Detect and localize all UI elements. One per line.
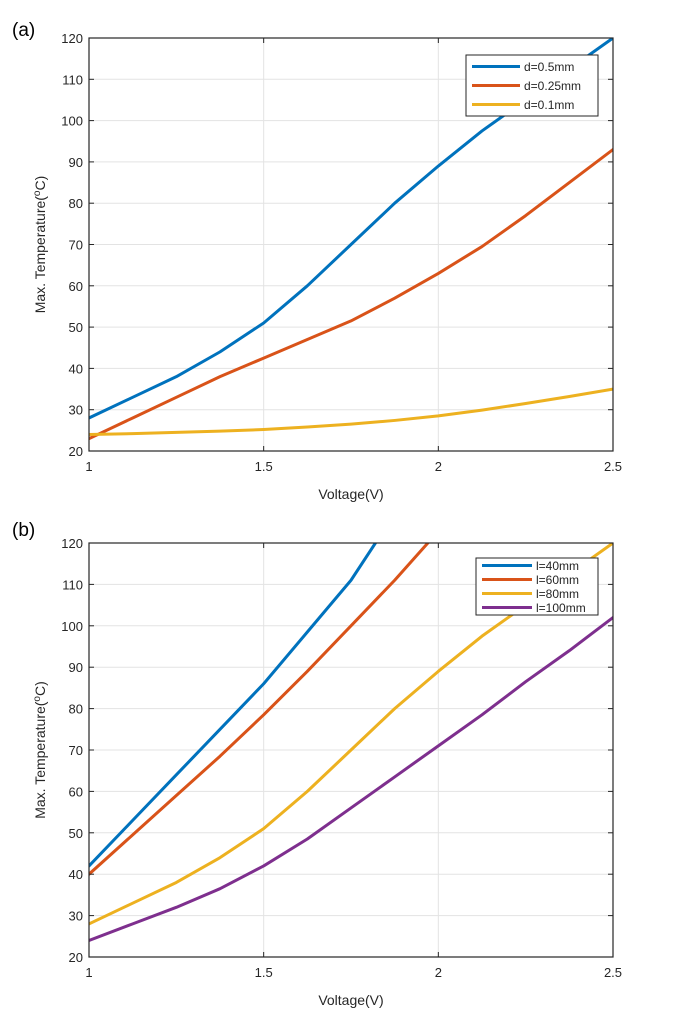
x-tick-label: 1.5 (255, 965, 273, 980)
y-tick-label: 110 (62, 577, 83, 592)
y-tick-label: 20 (69, 950, 83, 965)
y-tick-label: 50 (69, 320, 83, 335)
chart-panel-b: (b) 20 30 40 50 60 70 80 90 100 110 120 1 1.5 2 2.5 Volt… (12, 520, 622, 1008)
y-axis-label-prefix: Max. Temperature( (32, 196, 48, 314)
x-tick-label: 2 (435, 459, 442, 474)
y-tick-label: 70 (69, 743, 83, 758)
legend-entry: d=0.1mm (524, 98, 574, 112)
x-tick-label: 1.5 (255, 459, 273, 474)
legend-entry: l=60mm (536, 573, 579, 587)
y-axis-label-superscript: o (32, 190, 43, 196)
legend-box (475, 557, 599, 616)
y-tick-label: 110 (62, 72, 83, 87)
y-tick-label: 70 (69, 238, 83, 253)
series-line-d-0-25mm (89, 148, 613, 441)
series-line-l-60mm (89, 543, 430, 876)
y-tick-label: 50 (69, 826, 83, 841)
x-tick-label: 1 (85, 459, 92, 474)
y-tick-label: 40 (69, 361, 83, 376)
series-line-l-40mm (89, 543, 377, 868)
x-tick-label: 2.5 (604, 965, 622, 980)
legend-entry: d=0.25mm (524, 79, 581, 93)
y-axis-label-superscript: o (32, 696, 43, 702)
y-tick-label: 30 (69, 909, 83, 924)
y-tick-label: 30 (69, 403, 83, 418)
legend-entry: l=40mm (536, 559, 579, 573)
y-tick-label: 20 (69, 444, 83, 459)
y-tick-label: 120 (61, 536, 83, 551)
y-axis-label-suffix: C) (32, 681, 48, 696)
y-tick-label: 90 (69, 660, 83, 675)
y-tick-label: 120 (61, 31, 83, 46)
y-axis-label-suffix: C) (32, 176, 48, 191)
x-tick-label: 2.5 (604, 459, 622, 474)
legend: d=0.5mm d=0.25mm d=0.1mm (465, 54, 599, 117)
y-tick-label: 100 (61, 619, 83, 634)
y-tick-label: 90 (69, 155, 83, 170)
y-tick-label: 80 (69, 702, 83, 717)
x-axis-label: Voltage(V) (318, 486, 383, 502)
y-axis-label: Max. Temperature(oC) (32, 176, 49, 314)
x-tick-label: 2 (435, 965, 442, 980)
y-tick-label: 100 (61, 114, 83, 129)
x-axis-label: Voltage(V) (318, 992, 383, 1008)
legend-entry: l=80mm (536, 587, 579, 601)
legend-entry: l=100mm (536, 601, 586, 615)
series-line-l-100mm (89, 616, 613, 942)
panel-label: (b) (12, 520, 35, 541)
y-tick-label: 80 (69, 196, 83, 211)
y-tick-label: 60 (69, 784, 83, 799)
panel-label: (a) (12, 20, 35, 41)
y-axis-label-prefix: Max. Temperature( (32, 701, 48, 819)
chart-panel-a: (a) 20 30 40 50 60 70 80 90 100 110 120 1 1.5 2 2.5 Volt… (12, 20, 622, 502)
legend-entry: d=0.5mm (524, 60, 574, 74)
y-axis-label: Max. Temperature(oC) (32, 681, 49, 819)
y-tick-label: 40 (69, 867, 83, 882)
x-tick-label: 1 (85, 965, 92, 980)
series-line-d-0-1mm (89, 387, 613, 436)
y-tick-label: 60 (69, 279, 83, 294)
